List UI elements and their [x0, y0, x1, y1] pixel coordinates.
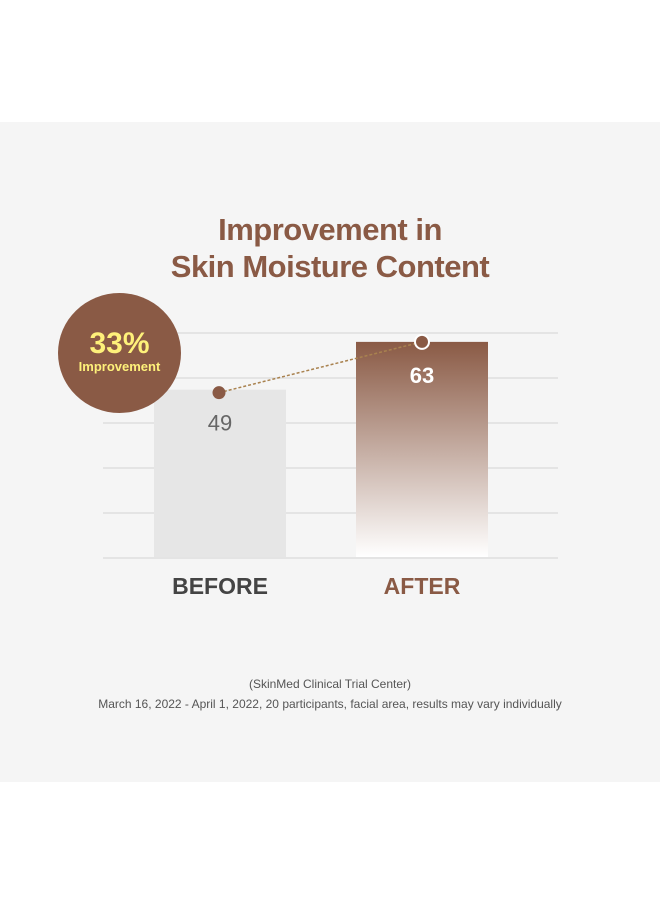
chart-title-line-2: Skin Moisture Content — [170, 249, 490, 284]
bar-after — [356, 341, 488, 557]
bar-before — [154, 389, 286, 557]
improvement-label: Improvement — [78, 359, 161, 374]
category-label-before: BEFORE — [172, 573, 268, 599]
improvement-badge: 33% Improvement — [58, 293, 181, 413]
footnote-details: March 16, 2022 - April 1, 2022, 20 parti… — [98, 697, 562, 711]
chart-title-line-1: Improvement in — [218, 212, 442, 247]
category-label-after: AFTER — [384, 573, 461, 599]
point-after — [414, 333, 430, 350]
improvement-percent: 33% — [89, 327, 150, 360]
value-label-after: 63 — [410, 363, 434, 388]
footnote-source: (SkinMed Clinical Trial Center) — [248, 677, 412, 691]
labels: 49 BEFORE 63 AFTER — [172, 363, 461, 599]
point-before — [212, 386, 226, 400]
bars — [154, 341, 488, 557]
value-label-before: 49 — [208, 411, 232, 436]
trend-line — [212, 333, 430, 400]
chart-panel — [0, 122, 660, 782]
